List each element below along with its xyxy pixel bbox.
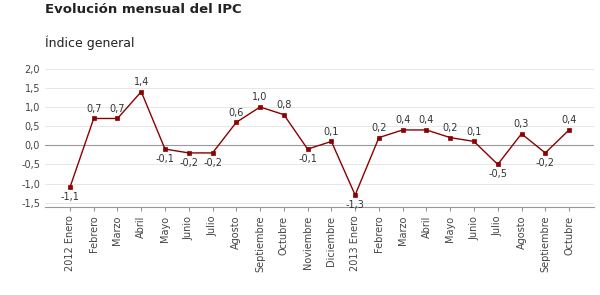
Text: -0,2: -0,2 [203, 158, 222, 168]
Text: 0,3: 0,3 [514, 119, 529, 129]
Text: -0,1: -0,1 [155, 154, 175, 164]
Text: -0,2: -0,2 [179, 158, 198, 168]
Text: 0,2: 0,2 [371, 123, 386, 133]
Text: Índice general: Índice general [45, 35, 134, 50]
Text: 1,0: 1,0 [253, 92, 268, 102]
Text: 0,1: 0,1 [466, 127, 482, 137]
Text: 0,4: 0,4 [562, 115, 577, 125]
Text: 1,4: 1,4 [134, 77, 149, 87]
Text: 0,8: 0,8 [276, 100, 292, 110]
Text: 0,7: 0,7 [86, 104, 101, 114]
Text: 0,4: 0,4 [395, 115, 410, 125]
Text: -0,5: -0,5 [488, 169, 507, 179]
Text: -0,2: -0,2 [536, 158, 555, 168]
Text: 0,4: 0,4 [419, 115, 434, 125]
Text: 0,6: 0,6 [229, 108, 244, 118]
Text: -0,1: -0,1 [298, 154, 317, 164]
Text: Evolución mensual del IPC: Evolución mensual del IPC [45, 3, 242, 16]
Text: 0,2: 0,2 [442, 123, 458, 133]
Text: -1,1: -1,1 [61, 192, 79, 202]
Text: 0,1: 0,1 [323, 127, 339, 137]
Text: -1,3: -1,3 [346, 200, 365, 210]
Text: 0,7: 0,7 [110, 104, 125, 114]
